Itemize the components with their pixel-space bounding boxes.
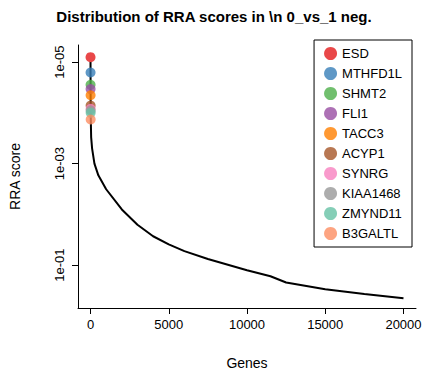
- svg-text:ACYP1: ACYP1: [342, 146, 385, 161]
- svg-text:SHMT2: SHMT2: [342, 86, 386, 101]
- svg-text:1e-03: 1e-03: [52, 147, 67, 180]
- svg-text:B3GALTL: B3GALTL: [342, 226, 398, 241]
- svg-text:ZMYND11: ZMYND11: [342, 206, 402, 221]
- svg-text:1e-01: 1e-01: [52, 248, 67, 281]
- svg-text:1e-05: 1e-05: [52, 45, 67, 78]
- svg-text:0: 0: [87, 317, 94, 332]
- svg-text:15000: 15000: [307, 317, 343, 332]
- svg-text:10000: 10000: [229, 317, 265, 332]
- svg-text:SYNRG: SYNRG: [342, 166, 388, 181]
- svg-text:ESD: ESD: [342, 46, 369, 61]
- svg-text:20000: 20000: [385, 317, 421, 332]
- svg-text:FLI1: FLI1: [342, 106, 368, 121]
- svg-text:KIAA1468: KIAA1468: [342, 186, 401, 201]
- svg-text:Distribution of RRA scores in: Distribution of RRA scores in \n 0_vs_1 …: [56, 8, 371, 25]
- svg-text:RRA score: RRA score: [7, 143, 23, 210]
- svg-text:TACC3: TACC3: [342, 126, 384, 141]
- svg-text:MTHFD1L: MTHFD1L: [342, 66, 402, 81]
- svg-text:5000: 5000: [154, 317, 183, 332]
- svg-text:Genes: Genes: [226, 355, 267, 371]
